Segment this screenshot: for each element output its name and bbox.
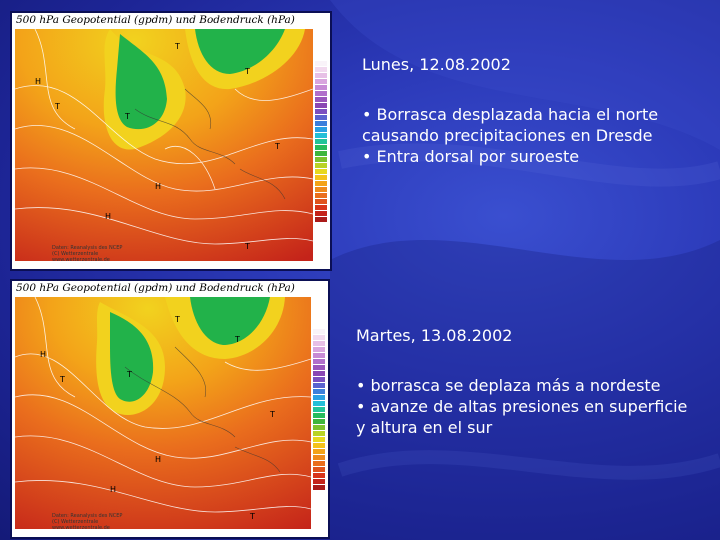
scale-swatch [313,431,325,437]
weather-map-13-08-2002: 500 hPa Geopotential (gpdm) und Bodendru… [12,281,328,537]
scale-swatch [313,335,325,341]
svg-text:H: H [35,77,41,86]
scale-swatch [313,377,325,383]
svg-text:H: H [155,182,161,191]
scale-swatch [315,211,327,217]
bullet-item: • avanze de altas presiones en superfici… [356,397,688,437]
scale-swatch [315,205,327,211]
scale-swatch [315,193,327,199]
scale-swatch [315,145,327,151]
scale-swatch [313,383,325,389]
scale-swatch [315,127,327,133]
scale-swatch [315,181,327,187]
scale-swatch [315,85,327,91]
scale-swatch [313,437,325,443]
scale-swatch [315,97,327,103]
scale-swatch [313,413,325,419]
scale-swatch [313,347,325,353]
svg-text:T: T [59,375,65,384]
scale-swatch [315,169,327,175]
date-martes: Martes, 13.08.2002 [356,326,513,345]
color-scale-legend [315,61,327,223]
svg-text:T: T [234,335,240,344]
scale-swatch [315,73,327,79]
color-scale-legend [313,329,325,491]
scale-swatch [313,449,325,455]
svg-text:T: T [269,410,275,419]
scale-swatch [313,395,325,401]
scale-swatch [315,199,327,205]
scale-swatch [315,139,327,145]
scale-swatch [315,121,327,127]
bullet-item: • borrasca se deplaza más a nordeste [356,376,661,395]
bullet-list-2: • borrasca se deplaza más a nordeste • a… [356,375,701,438]
scale-swatch [315,61,327,67]
scale-swatch [315,175,327,181]
scale-swatch [313,485,325,491]
date-lunes: Lunes, 12.08.2002 [362,55,511,74]
scale-swatch [313,443,325,449]
scale-swatch [315,151,327,157]
scale-swatch [315,91,327,97]
scale-swatch [313,479,325,485]
scale-swatch [313,389,325,395]
scale-swatch [315,115,327,121]
scale-swatch [313,353,325,359]
scale-swatch [315,67,327,73]
scale-swatch [313,401,325,407]
scale-swatch [313,455,325,461]
scale-swatch [313,371,325,377]
svg-text:T: T [126,370,132,379]
scale-swatch [313,425,325,431]
map-title: 500 hPa Geopotential (gpdm) und Bodendru… [16,14,295,26]
scale-swatch [315,217,327,223]
bullet-item: • Entra dorsal por suroeste [362,147,580,166]
scale-swatch [315,109,327,115]
scale-swatch [313,419,325,425]
svg-text:T: T [174,315,180,324]
scale-swatch [315,157,327,163]
scale-swatch [313,473,325,479]
bullet-list-1: • Borrasca desplazada hacia el norte cau… [362,104,702,167]
svg-text:T: T [274,142,280,151]
map-credit: Daten: Reanalysis des NCEP (C) Wetterzen… [52,513,123,531]
bullet-item: • Borrasca desplazada hacia el norte cau… [362,105,659,145]
svg-text:H: H [110,485,116,494]
scale-swatch [313,329,325,335]
scale-swatch [315,163,327,169]
map-credit: Daten: Reanalysis des NCEP (C) Wetterzen… [52,245,123,263]
map-title: 500 hPa Geopotential (gpdm) und Bodendru… [16,282,295,294]
svg-text:T: T [54,102,60,111]
weather-map-12-08-2002: 500 hPa Geopotential (gpdm) und Bodendru… [12,13,330,269]
svg-text:T: T [174,42,180,51]
geopotential-map-image: H T T T T H T H T [15,29,313,261]
scale-swatch [315,133,327,139]
scale-swatch [313,341,325,347]
scale-swatch [315,187,327,193]
svg-text:T: T [244,67,250,76]
scale-swatch [313,461,325,467]
scale-swatch [313,407,325,413]
svg-text:H: H [105,212,111,221]
svg-text:T: T [249,512,255,521]
scale-swatch [313,359,325,365]
svg-text:H: H [155,455,161,464]
scale-swatch [315,79,327,85]
scale-swatch [315,103,327,109]
svg-text:T: T [244,242,250,251]
scale-swatch [313,365,325,371]
geopotential-map-image: H T T T T H T H T [15,297,311,529]
svg-text:T: T [124,112,130,121]
scale-swatch [313,467,325,473]
svg-text:H: H [40,350,46,359]
